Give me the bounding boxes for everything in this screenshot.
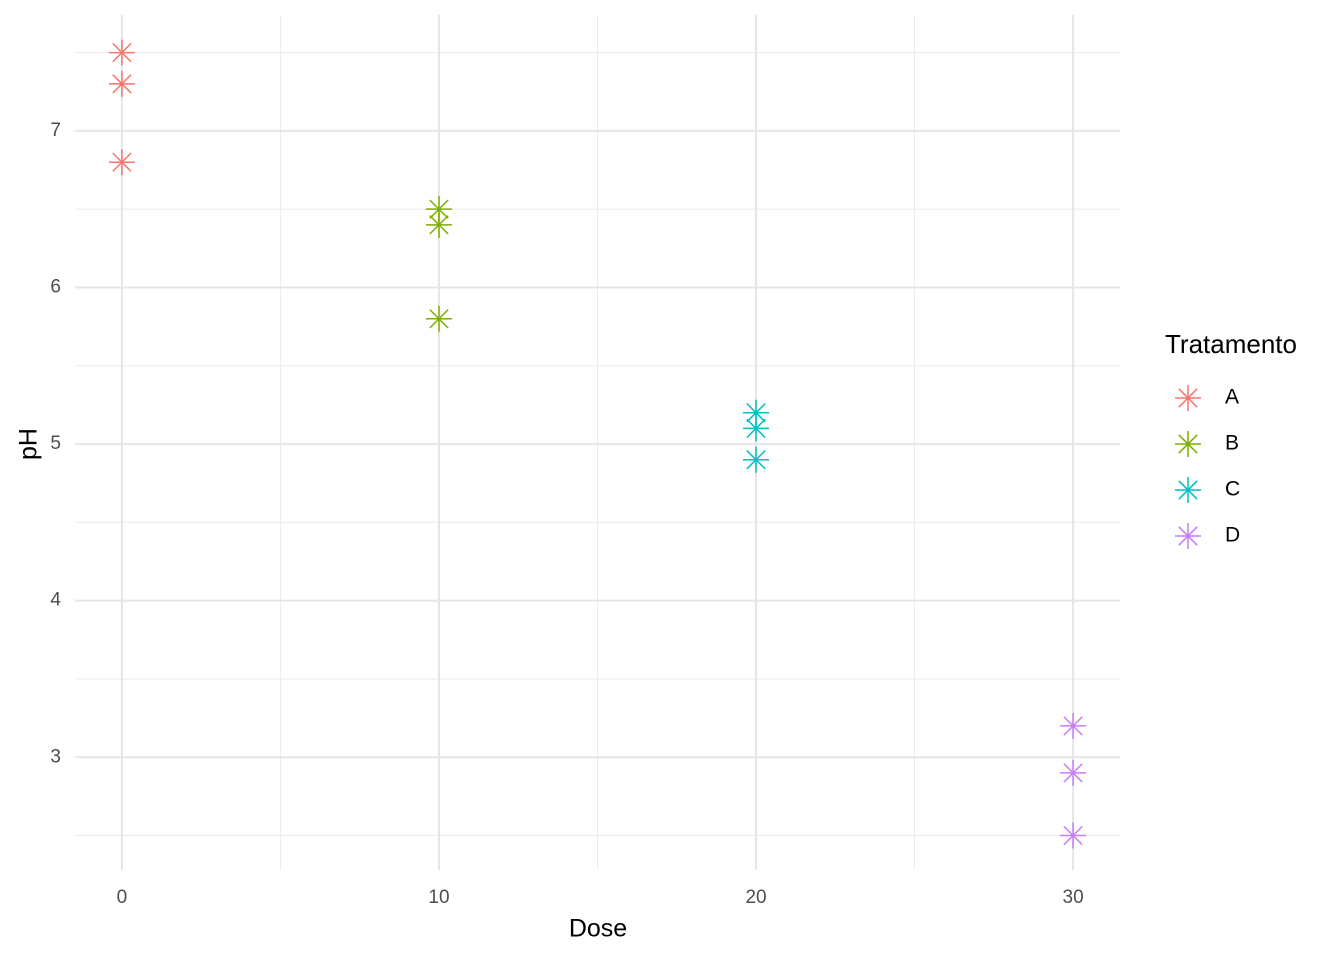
point xyxy=(425,211,452,238)
legend-key xyxy=(1175,385,1201,411)
y-tick-label: 3 xyxy=(50,746,61,767)
legend-key xyxy=(1175,523,1201,549)
point xyxy=(743,446,770,473)
x-tick-label: 10 xyxy=(428,887,449,908)
y-tick-label: 5 xyxy=(50,433,61,454)
point xyxy=(425,196,452,223)
legend-key xyxy=(1175,477,1201,503)
x-axis-title: Dose xyxy=(569,915,627,943)
legend-label: B xyxy=(1225,432,1239,455)
legend-label: D xyxy=(1225,524,1240,547)
y-axis-title: pH xyxy=(15,428,43,460)
point xyxy=(1060,712,1087,739)
x-tick-label: 0 xyxy=(117,887,128,908)
legend-title: Tratamento xyxy=(1165,329,1297,359)
point xyxy=(108,39,135,66)
point xyxy=(425,305,452,332)
point xyxy=(1060,822,1087,849)
legend-key xyxy=(1175,431,1201,457)
point xyxy=(743,399,770,426)
legend-label: C xyxy=(1225,478,1240,501)
y-tick-label: 4 xyxy=(50,590,61,611)
y-tick-label: 6 xyxy=(50,276,61,297)
y-tick-label: 7 xyxy=(50,120,61,141)
point xyxy=(108,70,135,97)
x-tick-label: 30 xyxy=(1063,887,1084,908)
point xyxy=(1060,759,1087,786)
point xyxy=(108,149,135,176)
legend-label: A xyxy=(1225,386,1239,409)
point xyxy=(743,415,770,442)
x-tick-label: 20 xyxy=(745,887,766,908)
